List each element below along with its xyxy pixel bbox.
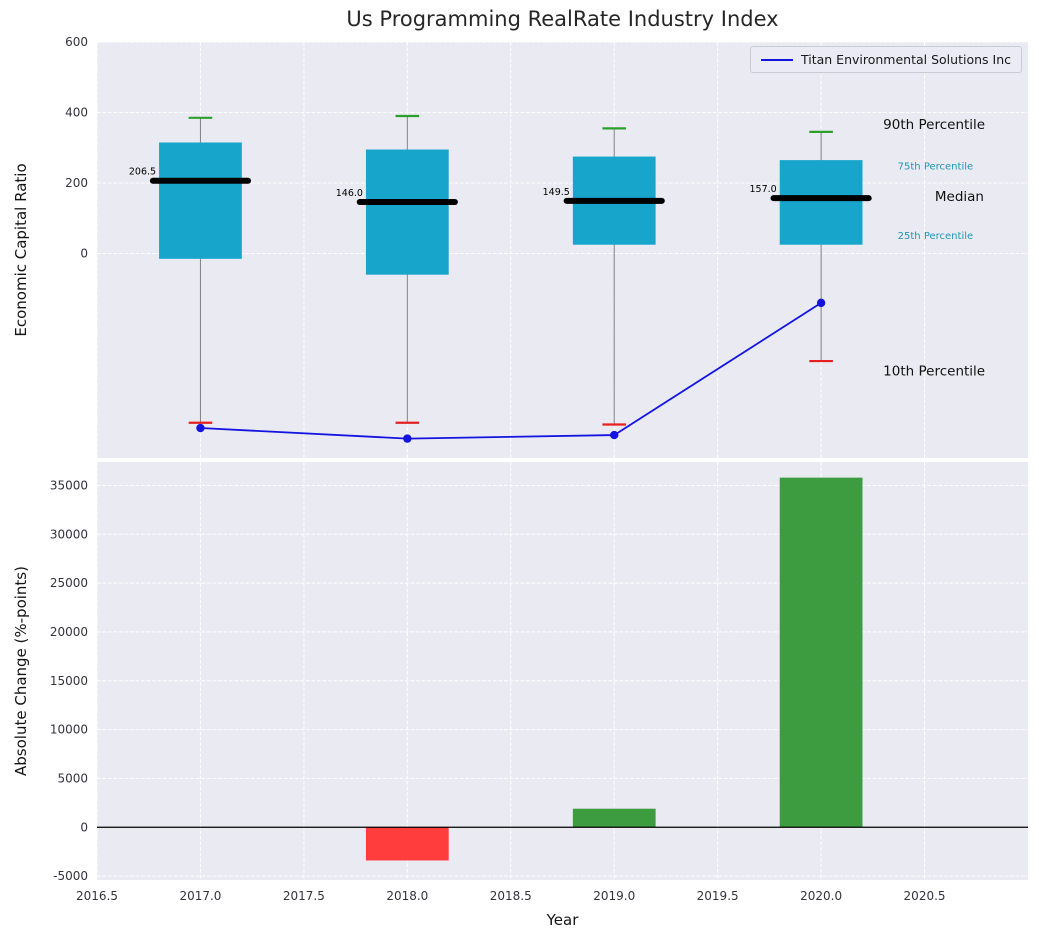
xtick-label: 2019.0	[593, 889, 635, 903]
xtick-label: 2017.0	[179, 889, 221, 903]
chart-title: Us Programming RealRate Industry Index	[346, 7, 779, 31]
iqr-box	[365, 149, 449, 275]
iqr-box	[779, 160, 863, 245]
annotation: 25th Percentile	[898, 231, 974, 242]
ytick-label-bottom: 5000	[57, 771, 88, 785]
annotation: 75th Percentile	[898, 162, 974, 173]
xtick-label: 2016.5	[76, 889, 118, 903]
tick-labels: 0 200 400 600 -5000 0 5000 10000 15000 20000 25000…	[50, 35, 946, 903]
ytick-label-bottom: 15000	[50, 674, 88, 688]
axes-background	[97, 42, 1028, 880]
box-2018: 146.0	[336, 114, 458, 424]
series-marker	[196, 423, 205, 433]
median-value-label: 157.0	[750, 184, 777, 195]
xtick-label: 2020.5	[904, 889, 946, 903]
legend-line-sample	[761, 58, 793, 61]
xtick-label: 2020.0	[800, 889, 842, 903]
ylabel-economic-capital-ratio: Economic Capital Ratio	[12, 163, 30, 337]
series-marker	[610, 430, 619, 440]
ylabel-absolute-change: Absolute Change (%-points)	[12, 566, 30, 776]
ytick-label-bottom: 20000	[50, 625, 88, 639]
ytick-label-bottom: 0	[80, 820, 88, 834]
series-titan	[196, 298, 826, 443]
ytick-label-bottom: 30000	[50, 527, 88, 541]
ytick-label-top: 400	[65, 106, 88, 120]
ytick-label-bottom: 35000	[50, 478, 88, 492]
ytick-label-bottom: 25000	[50, 576, 88, 590]
legend-label: Titan Environmental Solutions Inc	[801, 52, 1011, 67]
box-2020: 157.0	[750, 130, 872, 363]
box-2019: 149.5	[543, 127, 665, 426]
ytick-label-top: 0	[80, 247, 88, 261]
series-marker	[403, 434, 412, 443]
grid-lines	[96, 41, 1028, 880]
xtick-label: 2019.5	[697, 889, 739, 903]
xlabel-year: Year	[546, 911, 579, 929]
annotation: 10th Percentile	[883, 364, 985, 380]
ytick-label-bottom: -5000	[53, 869, 88, 883]
median-value-label: 149.5	[543, 187, 570, 198]
series-marker	[816, 298, 826, 308]
ytick-label-top: 600	[65, 35, 88, 49]
xtick-label: 2018.5	[490, 889, 532, 903]
ytick-label-bottom: 10000	[50, 723, 88, 737]
ytick-label-top: 200	[65, 176, 88, 190]
annotation: 90th Percentile	[883, 117, 985, 133]
bars	[97, 477, 1028, 861]
iqr-box	[159, 142, 242, 259]
bar-2018	[365, 827, 449, 861]
box-2017: 206.5	[129, 116, 252, 424]
xtick-label: 2017.5	[283, 889, 325, 903]
median-value-label: 206.5	[129, 167, 156, 178]
median-value-label: 146.0	[336, 188, 363, 199]
bar-2020	[779, 477, 863, 828]
annotation: Median	[935, 189, 984, 205]
legend: Titan Environmental Solutions Inc	[750, 46, 1022, 73]
series-line	[200, 302, 822, 440]
xtick-label: 2018.0	[386, 889, 428, 903]
bar-2019	[572, 808, 656, 828]
percentile-annotations: 90th Percentile 75th Percentile Median 25th…	[883, 117, 985, 380]
